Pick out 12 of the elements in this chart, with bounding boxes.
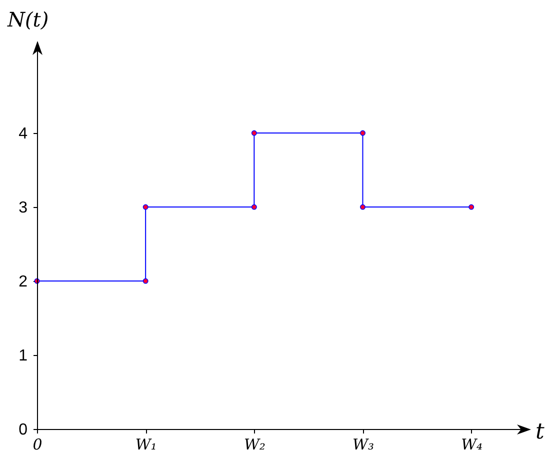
y-tick-label: 3	[18, 200, 28, 217]
y-tick-label: 0	[18, 422, 28, 438]
x-axis-title: t	[536, 420, 544, 444]
x-tick-label: 0	[32, 436, 43, 454]
x-tick-label: W₄	[461, 436, 483, 454]
y-tick-label: 2	[18, 274, 28, 291]
y-axis-title: N(t)	[6, 8, 49, 32]
x-tick-label: W₃	[352, 436, 374, 454]
x-tick-label: W₁	[135, 436, 157, 454]
y-tick-label: 4	[18, 126, 28, 143]
y-tick-label: 1	[18, 348, 28, 365]
x-tick-label: W₂	[244, 436, 266, 454]
